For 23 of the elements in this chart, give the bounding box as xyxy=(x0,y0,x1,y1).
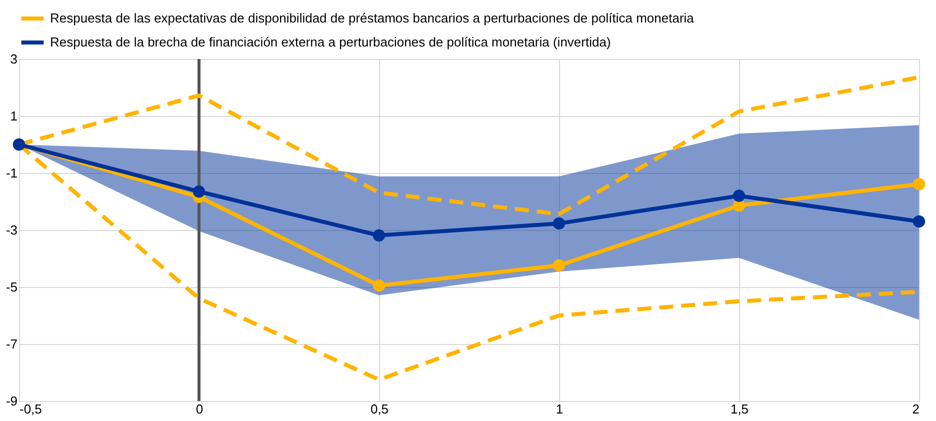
y-tick-label: -1 xyxy=(6,166,18,180)
x-tick-label: -0,5 xyxy=(20,402,42,416)
legend-label: Respuesta de la brecha de financiación externa a perturbaciones de política monetaria (invertida) xyxy=(50,34,611,50)
point xyxy=(192,185,206,198)
y-tick-label: 3 xyxy=(10,52,18,66)
x-tick-label: 2 xyxy=(912,402,920,416)
point xyxy=(372,279,386,292)
point xyxy=(912,215,926,228)
point xyxy=(552,259,566,272)
point xyxy=(552,217,566,230)
y-tick-label: 1 xyxy=(10,108,18,124)
y-tick-label: -9 xyxy=(6,394,18,408)
point xyxy=(912,178,926,190)
x-tick-label: 0 xyxy=(196,402,204,416)
y-tick-label: -7 xyxy=(6,336,18,352)
y-tick-label: -5 xyxy=(6,280,18,294)
x-tick-label: 1,5 xyxy=(730,402,749,416)
x-tick-label: 0,5 xyxy=(370,402,389,416)
point xyxy=(372,229,386,242)
x-tick-label: 1 xyxy=(556,402,564,416)
point xyxy=(732,190,746,202)
y-tick-label: -3 xyxy=(6,222,18,238)
legend-label: Respuesta de las expectativas de disponibilidad de préstamos bancarios a perturbaciones de política monetaria xyxy=(50,10,695,26)
